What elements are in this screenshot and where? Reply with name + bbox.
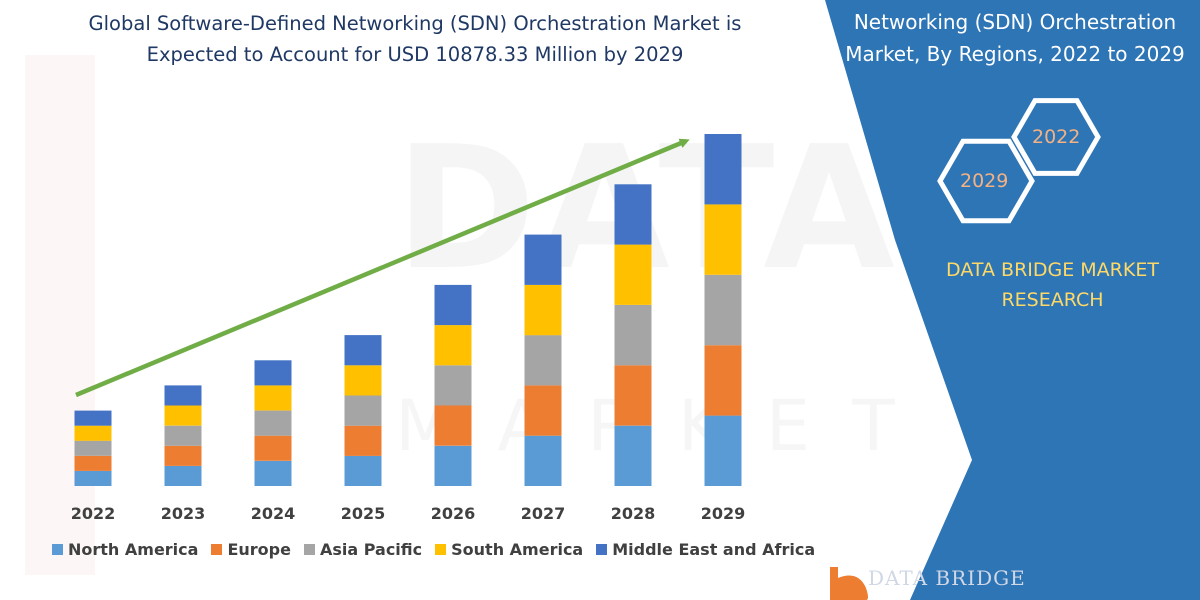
hexagon-2029 bbox=[937, 138, 1035, 224]
bar-segment-2023-south-america bbox=[164, 405, 202, 426]
bar-segment-2023-middle-east-and-africa bbox=[164, 385, 202, 406]
bar-segment-2029-north-america bbox=[704, 415, 742, 486]
bar-segment-2026-middle-east-and-africa bbox=[434, 284, 472, 326]
bar-segment-2026-asia-pacific bbox=[434, 365, 472, 406]
bar-segment-2024-middle-east-and-africa bbox=[254, 360, 292, 386]
bar-segment-2028-asia-pacific bbox=[614, 305, 652, 366]
bar-segment-2023-asia-pacific bbox=[164, 425, 202, 446]
x-tick-label: 2022 bbox=[71, 504, 116, 523]
hexagon-2022 bbox=[1011, 98, 1101, 176]
panel-background bbox=[825, 0, 1200, 600]
logo-mark-icon bbox=[830, 567, 868, 600]
bar-segment-2025-north-america bbox=[344, 455, 382, 486]
legend-label: Europe bbox=[227, 540, 291, 559]
legend-label: South America bbox=[451, 540, 584, 559]
x-tick-label: 2026 bbox=[431, 504, 476, 523]
legend-label: Middle East and Africa bbox=[612, 540, 816, 559]
bar-segment-2022-north-america bbox=[74, 470, 112, 486]
bar-segment-2029-asia-pacific bbox=[704, 274, 742, 346]
bar-segment-2026-north-america bbox=[434, 445, 472, 486]
bar-segment-2024-south-america bbox=[254, 385, 292, 411]
bar-segment-2025-middle-east-and-africa bbox=[344, 335, 382, 366]
bar-segment-2023-europe bbox=[164, 445, 202, 466]
bar-segment-2023-north-america bbox=[164, 465, 202, 486]
bar-segment-2025-asia-pacific bbox=[344, 395, 382, 426]
watermark-logo-shape bbox=[25, 55, 245, 575]
bar-segment-2028-middle-east-and-africa bbox=[614, 184, 652, 245]
bar-segment-2022-europe bbox=[74, 455, 112, 471]
legend-swatch bbox=[303, 544, 315, 555]
legend-swatch bbox=[52, 544, 63, 555]
bar-segment-2029-middle-east-and-africa bbox=[704, 134, 742, 205]
x-tick-label: 2023 bbox=[161, 504, 206, 523]
x-tick-label: 2027 bbox=[521, 504, 566, 523]
bar-segment-2026-europe bbox=[434, 405, 472, 446]
bar-segment-2026-south-america bbox=[434, 325, 472, 366]
bar-segment-2028-north-america bbox=[614, 425, 652, 486]
bar-segment-2027-asia-pacific bbox=[524, 335, 562, 386]
chart-title: Global Software-Defined Networking (SDN)… bbox=[88, 12, 742, 66]
x-tick-label: 2029 bbox=[701, 504, 746, 523]
trend-arrow bbox=[75, 138, 690, 398]
bar-segment-2027-europe bbox=[524, 385, 562, 436]
legend-swatch bbox=[596, 544, 608, 555]
legend-item: South America bbox=[435, 540, 583, 559]
bar-segment-2022-south-america bbox=[74, 425, 112, 441]
x-tick-label: 2024 bbox=[251, 504, 296, 523]
bar-segment-2025-south-america bbox=[344, 365, 382, 396]
legend-item: Middle East and Africa bbox=[596, 540, 815, 559]
legend-label: Asia Pacific bbox=[319, 540, 423, 559]
bar-segment-2024-asia-pacific bbox=[254, 410, 292, 436]
bar-segment-2027-north-america bbox=[524, 435, 562, 486]
bar-segment-2024-europe bbox=[254, 435, 292, 461]
bar-segment-2022-asia-pacific bbox=[74, 440, 112, 456]
bar-segment-2025-europe bbox=[344, 425, 382, 456]
bar-segment-2022-middle-east-and-africa bbox=[74, 410, 112, 426]
legend-item: North America bbox=[52, 540, 198, 559]
x-tick-label: 2028 bbox=[611, 504, 656, 523]
bar-segment-2027-south-america bbox=[524, 284, 562, 336]
chart-legend: North America Europe Asia Pacific South Ame… bbox=[52, 540, 815, 559]
bar-segment-2029-europe bbox=[704, 345, 742, 416]
bar-segment-2024-north-america bbox=[254, 460, 292, 486]
legend-item: Europe bbox=[211, 540, 291, 559]
x-tick-label: 2025 bbox=[341, 504, 386, 523]
legend-label: North America bbox=[68, 540, 199, 559]
legend-item: Asia Pacific bbox=[303, 540, 423, 559]
legend-swatch bbox=[435, 544, 447, 555]
bar-segment-2027-middle-east-and-africa bbox=[524, 234, 562, 285]
bar-segment-2028-europe bbox=[614, 365, 652, 426]
bar-segment-2029-south-america bbox=[704, 204, 742, 275]
bar-segment-2028-south-america bbox=[614, 244, 652, 305]
legend-swatch bbox=[211, 544, 223, 555]
